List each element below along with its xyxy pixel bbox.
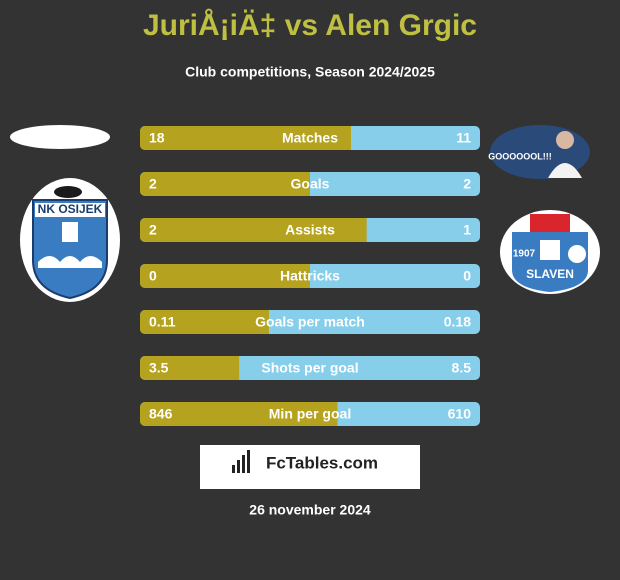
- left-value: 0.11: [149, 314, 176, 330]
- right-value: 0: [463, 268, 471, 284]
- brand: FcTables.com: [266, 453, 378, 472]
- date: 26 november 2024: [249, 502, 371, 518]
- right-logo: 1907 SLAVEN: [500, 210, 600, 294]
- row-label: Hattricks: [280, 268, 340, 284]
- right-logo-year: 1907: [513, 249, 536, 260]
- bar-left: [140, 402, 338, 426]
- photo-text: GOOOOOOL!!!: [488, 151, 552, 161]
- row-label: Min per goal: [269, 406, 351, 422]
- player-photo: GOOOOOOL!!!: [488, 125, 590, 179]
- bar-left: [140, 264, 310, 288]
- bar-left: [140, 218, 367, 242]
- left-value: 846: [149, 406, 173, 422]
- left-logo-text: NK OSIJEK: [38, 202, 103, 216]
- brand-box: [200, 445, 420, 489]
- right-logo-text: SLAVEN: [526, 267, 574, 281]
- left-value: 18: [149, 130, 165, 146]
- left-flag: [10, 125, 110, 149]
- right-value: 0.18: [444, 314, 471, 330]
- right-value: 610: [448, 406, 472, 422]
- rows: 18 11 Matches 2 2 Goals 2 1 Assists 0 0 Hattricks 0.…: [140, 126, 480, 426]
- brand-icon: [232, 450, 250, 473]
- bar-left: [140, 310, 269, 334]
- left-logo: NK OSIJEK: [20, 178, 120, 302]
- row-label: Assists: [285, 222, 335, 238]
- right-value: 8.5: [452, 360, 472, 376]
- bar-left: [140, 126, 352, 150]
- left-value: 2: [149, 222, 157, 238]
- left-value: 0: [149, 268, 157, 284]
- subtitle: Club competitions, Season 2024/2025: [185, 64, 435, 80]
- bar-left: [140, 172, 310, 196]
- row-label: Matches: [282, 130, 338, 146]
- bar-left: [140, 356, 240, 380]
- title: JuriÅ¡iÄ‡ vs Alen Grgic: [143, 9, 477, 42]
- row-label: Goals: [291, 176, 330, 192]
- right-value: 1: [463, 222, 471, 238]
- left-value: 3.5: [149, 360, 169, 376]
- row-label: Goals per match: [255, 314, 365, 330]
- left-value: 2: [149, 176, 157, 192]
- right-value: 2: [463, 176, 471, 192]
- right-value: 11: [456, 130, 471, 146]
- row-label: Shots per goal: [261, 360, 358, 376]
